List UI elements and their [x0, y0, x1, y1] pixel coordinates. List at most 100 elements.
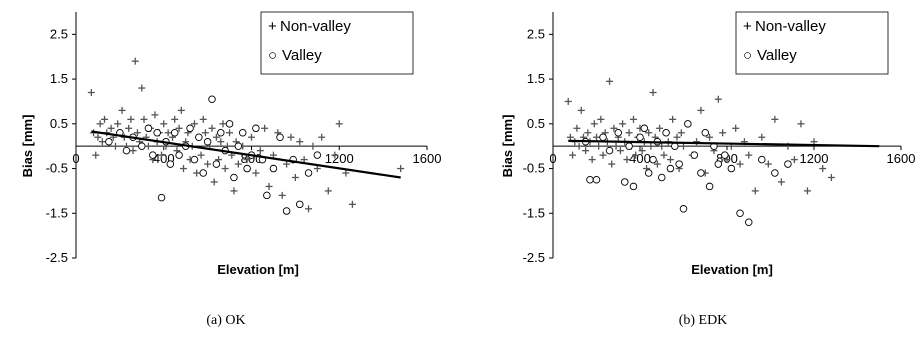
legend-label-non-valley: Non-valley — [280, 18, 351, 35]
valley-point — [208, 95, 216, 103]
valley-point — [586, 175, 594, 184]
non-valley-point — [577, 106, 585, 114]
y-axis-label: Bias [mm] — [500, 115, 515, 178]
valley-point — [745, 218, 753, 226]
y-tick-label: 1.5 — [527, 71, 545, 86]
non-valley-point — [669, 115, 677, 123]
non-valley-point — [653, 160, 661, 168]
y-tick-label: -0.5 — [523, 161, 545, 176]
non-valley-point — [248, 133, 255, 141]
non-valley-point — [588, 156, 596, 164]
valley-point — [701, 129, 710, 137]
non-valley-point — [803, 187, 811, 195]
non-valley-point — [771, 115, 779, 123]
x-tick-label: 400 — [629, 151, 651, 166]
non-valley-point — [144, 142, 152, 150]
valley-point — [705, 182, 714, 191]
non-valley-point — [608, 160, 616, 168]
non-valley-point — [265, 182, 273, 190]
non-valley-point — [179, 165, 187, 173]
panel-a-legend: + Non-valley ○ Valley — [260, 11, 414, 75]
non-valley-point — [638, 147, 646, 155]
valley-point — [727, 164, 736, 173]
x-tick-label: 1200 — [325, 151, 354, 166]
non-valley-point — [140, 115, 148, 123]
valley-point — [675, 160, 683, 168]
non-valley-point — [318, 133, 326, 141]
non-valley-point — [623, 156, 631, 164]
y-tick-label: -0.5 — [46, 161, 68, 176]
valley-point — [721, 151, 729, 159]
valley-point — [614, 129, 623, 137]
non-valley-point — [96, 120, 104, 128]
non-valley-point — [230, 187, 238, 195]
valley-point — [684, 120, 692, 128]
non-valley-point — [584, 129, 592, 137]
y-tick-label: 0.5 — [50, 116, 68, 131]
non-valley-point — [313, 165, 321, 173]
valley-point — [313, 151, 322, 159]
legend-label-valley: Valley — [757, 47, 797, 64]
valley-point — [605, 146, 614, 155]
non-valley-point — [564, 97, 572, 105]
legend-circle-marker: ○ — [743, 47, 752, 64]
non-valley-point — [582, 147, 590, 155]
non-valley-point — [127, 115, 135, 123]
non-valley-point — [243, 156, 251, 164]
non-valley-point — [732, 124, 740, 132]
non-valley-point — [164, 129, 172, 137]
non-valley-point — [125, 124, 133, 132]
x-tick-label: 1200 — [800, 151, 829, 166]
non-valley-point — [656, 124, 664, 132]
non-valley-point — [111, 142, 119, 150]
non-valley-point — [335, 120, 343, 128]
non-valley-point — [590, 120, 598, 128]
non-valley-point — [324, 187, 332, 195]
valley-point — [592, 175, 601, 184]
non-valley-point — [252, 169, 260, 177]
non-valley-point — [777, 178, 785, 186]
non-valley-point — [625, 129, 633, 137]
valley-point — [186, 124, 194, 133]
non-valley-point — [261, 124, 269, 132]
non-valley-point — [94, 133, 102, 141]
non-valley-point — [98, 138, 106, 146]
valley-point — [149, 151, 157, 159]
non-valley-point — [171, 115, 179, 123]
valley-point — [621, 178, 629, 186]
non-valley-point — [573, 124, 581, 132]
non-valley-point — [219, 120, 227, 128]
valley-point — [195, 133, 203, 141]
non-valley-point — [158, 151, 166, 159]
non-valley-point — [190, 120, 198, 128]
non-valley-point — [138, 84, 146, 92]
trend-line — [91, 130, 401, 179]
non-valley-point — [606, 77, 614, 85]
valley-point — [649, 155, 657, 164]
non-valley-point — [283, 160, 291, 168]
non-valley-point — [666, 156, 674, 164]
non-valley-point — [714, 95, 722, 103]
non-valley-point — [305, 205, 313, 213]
non-valley-point — [348, 200, 356, 208]
x-axis-label: Elevation [m] — [217, 262, 299, 277]
valley-point — [644, 169, 653, 177]
valley-point — [282, 207, 291, 215]
valley-point — [662, 129, 670, 137]
non-valley-point — [114, 120, 122, 128]
valley-point — [714, 160, 723, 168]
valley-point — [175, 151, 183, 159]
non-valley-point — [151, 111, 159, 119]
panel-b-legend: + Non-valley ○ Valley — [735, 11, 889, 75]
non-valley-point — [234, 160, 242, 168]
non-valley-point — [697, 106, 705, 114]
valley-point — [671, 142, 679, 150]
non-valley-point — [751, 187, 759, 195]
valley-point — [203, 137, 212, 146]
non-valley-point — [660, 151, 668, 159]
valley-point — [784, 160, 792, 168]
non-valley-point — [632, 151, 640, 159]
non-valley-point — [599, 151, 607, 159]
valley-point — [190, 155, 199, 164]
